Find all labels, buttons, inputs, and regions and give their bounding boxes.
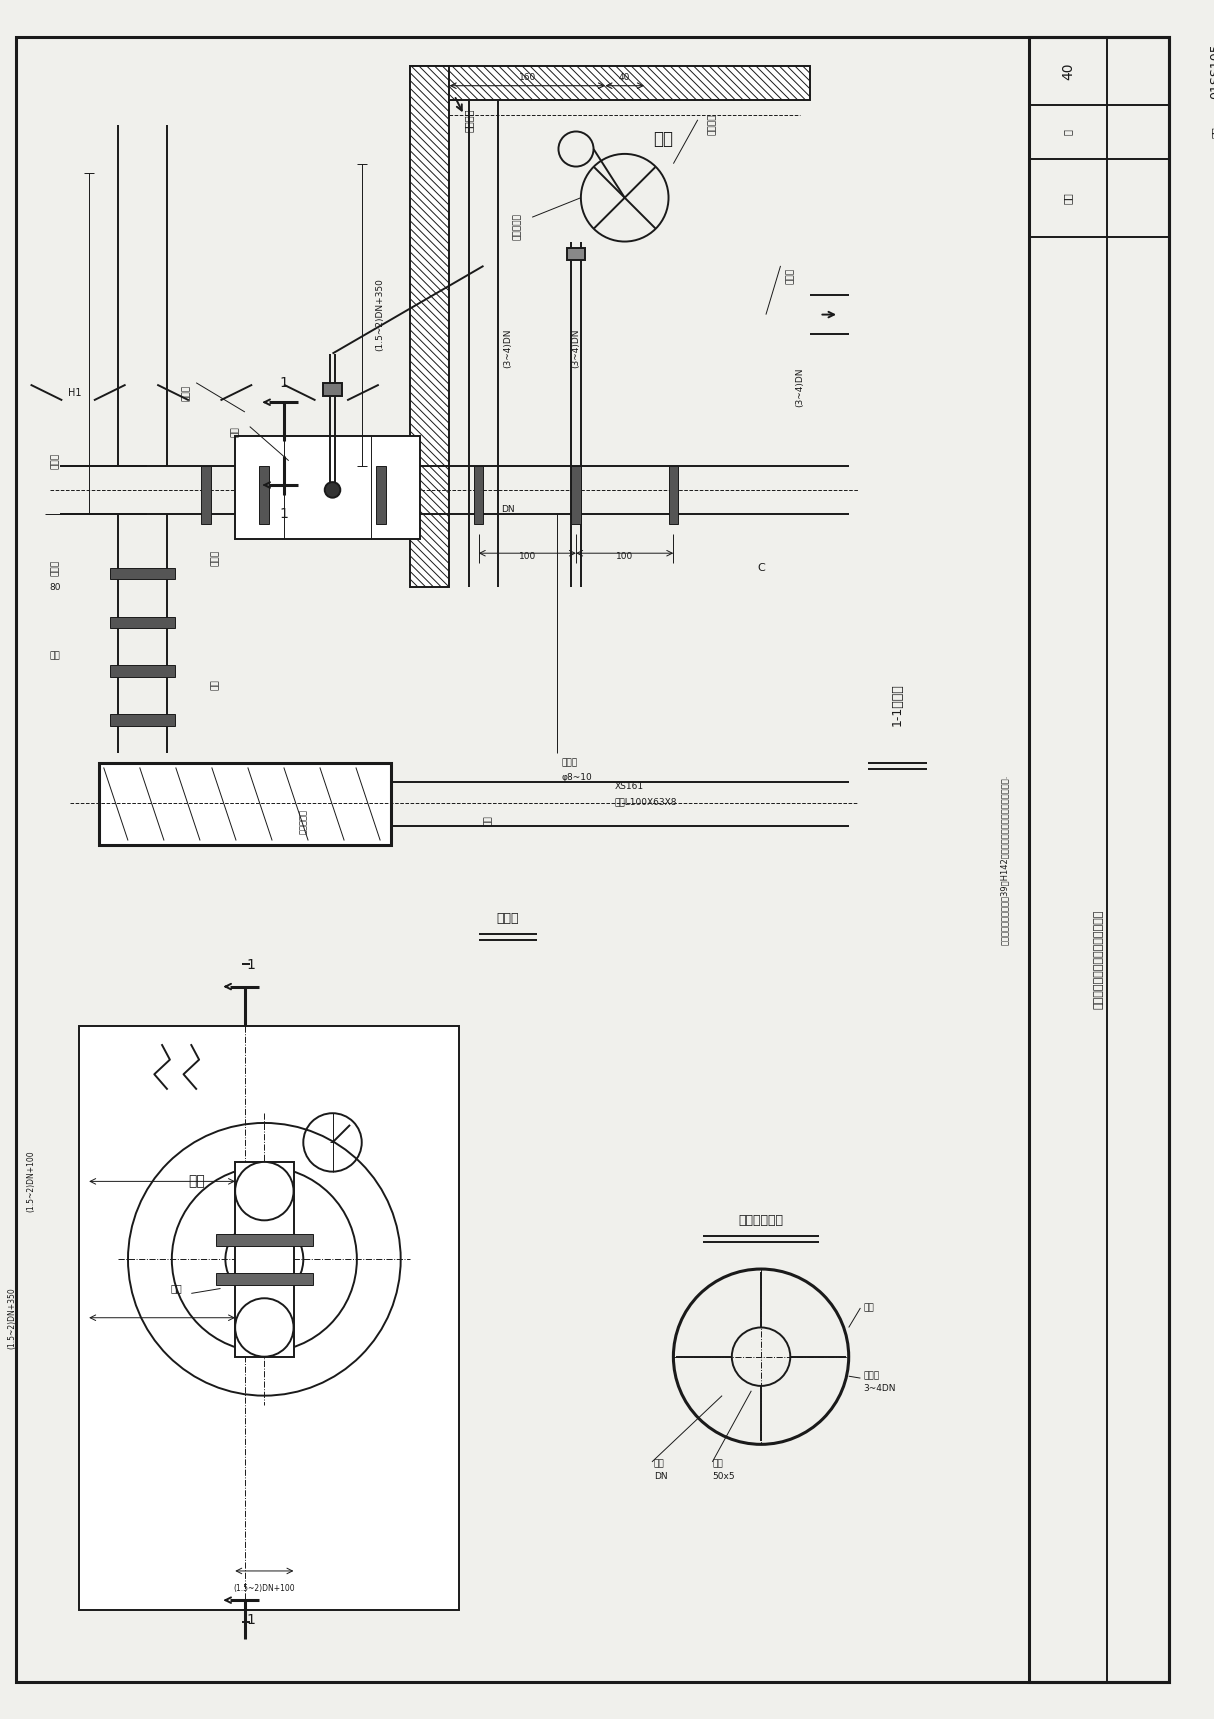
Text: 100: 100: [615, 552, 634, 560]
Text: (1.5~2)DN+350: (1.5~2)DN+350: [7, 1288, 16, 1349]
Bar: [110, 665, 175, 677]
Text: 1: 1: [279, 507, 288, 521]
Text: 水池: 水池: [188, 1174, 204, 1188]
Text: 管接头: 管接头: [51, 560, 59, 576]
Bar: [260, 466, 270, 524]
Text: φ8~10: φ8~10: [561, 774, 592, 782]
Text: 消能栅: 消能栅: [785, 268, 795, 284]
Text: 阀前截断阀: 阀前截断阀: [299, 808, 308, 834]
Text: 连接: 连接: [863, 1303, 874, 1313]
Text: 图号: 图号: [1210, 125, 1214, 138]
Text: 混凝土: 混凝土: [182, 385, 191, 401]
Bar: [410, 67, 449, 588]
Text: 设计: 设计: [1062, 193, 1073, 203]
Text: 页: 页: [1062, 129, 1073, 134]
Text: 160: 160: [518, 74, 535, 83]
Text: DN: DN: [501, 505, 515, 514]
Bar: [567, 248, 585, 260]
Text: (1.5~2)DN+100: (1.5~2)DN+100: [27, 1150, 35, 1212]
Text: 栅板: 栅板: [713, 1459, 724, 1468]
Text: 消能栅: 消能栅: [863, 1372, 879, 1380]
Text: (3~4)DN: (3~4)DN: [795, 368, 805, 407]
Text: 混凝土: 混凝土: [51, 452, 59, 469]
Text: 平面图: 平面图: [497, 911, 520, 925]
Bar: [216, 1234, 313, 1246]
Text: 圆钢: 圆钢: [50, 652, 61, 660]
Text: 消能措示意图: 消能措示意图: [738, 1214, 783, 1227]
Bar: [410, 67, 810, 100]
Bar: [79, 1026, 459, 1611]
Bar: [473, 466, 483, 524]
Bar: [110, 617, 175, 627]
Text: 40: 40: [619, 74, 630, 83]
Text: 100: 100: [518, 552, 535, 560]
Text: 1: 1: [246, 957, 256, 973]
Text: 注：图中尺寸见本图集39页H142式液压水位控制阀阀外形及安装尺寸.: 注：图中尺寸见本图集39页H142式液压水位控制阀阀外形及安装尺寸.: [1000, 774, 1009, 945]
Text: 管接头: 管接头: [211, 550, 220, 566]
Text: 1: 1: [246, 1612, 256, 1626]
Text: 50x5: 50x5: [713, 1471, 734, 1482]
Text: 3~4DN: 3~4DN: [863, 1384, 896, 1394]
Text: 水池: 水池: [653, 131, 674, 148]
Bar: [571, 466, 580, 524]
Text: (3~4)DN: (3~4)DN: [572, 328, 580, 368]
Text: 栅板: 栅板: [171, 1284, 182, 1293]
Text: 1-1剖面图: 1-1剖面图: [891, 682, 904, 725]
Bar: [98, 763, 391, 846]
Text: 浮槽浮球: 浮槽浮球: [708, 113, 716, 136]
Bar: [216, 1274, 313, 1284]
Text: XS161: XS161: [615, 782, 645, 791]
Text: 活塞式液压水位控制阀安装（二）: 活塞式液压水位控制阀安装（二）: [1094, 909, 1104, 1009]
Circle shape: [236, 1162, 294, 1220]
Text: 关闭水位: 关闭水位: [464, 108, 473, 132]
Bar: [669, 466, 679, 524]
Bar: [110, 713, 175, 725]
Circle shape: [236, 1298, 294, 1356]
Text: 截止: 截止: [211, 679, 220, 689]
Text: DN: DN: [654, 1471, 668, 1482]
Bar: [236, 437, 420, 538]
Text: (1.5~2)DN+350: (1.5~2)DN+350: [375, 278, 384, 351]
Text: H1: H1: [68, 387, 81, 397]
Text: 通气孔: 通气孔: [561, 758, 578, 767]
Text: 01SS105: 01SS105: [1209, 43, 1214, 100]
Text: 通径: 通径: [654, 1459, 665, 1468]
Text: 40: 40: [1061, 62, 1074, 79]
Bar: [236, 1162, 294, 1356]
Text: 1: 1: [279, 376, 288, 390]
Text: 截止: 截止: [484, 815, 493, 827]
Text: 消能L100X63X8: 消能L100X63X8: [615, 798, 677, 806]
Bar: [376, 466, 386, 524]
Bar: [1029, 38, 1169, 1681]
Bar: [110, 567, 175, 579]
Circle shape: [324, 481, 340, 499]
Text: C: C: [758, 562, 765, 572]
Text: 液控浮球阀: 液控浮球阀: [514, 213, 522, 241]
Text: (1.5~2)DN+100: (1.5~2)DN+100: [233, 1583, 295, 1594]
Text: 进水: 进水: [231, 426, 239, 437]
Text: (3~4)DN: (3~4)DN: [504, 328, 512, 368]
Text: 80: 80: [50, 583, 61, 591]
Bar: [202, 466, 211, 524]
Bar: [323, 383, 342, 397]
